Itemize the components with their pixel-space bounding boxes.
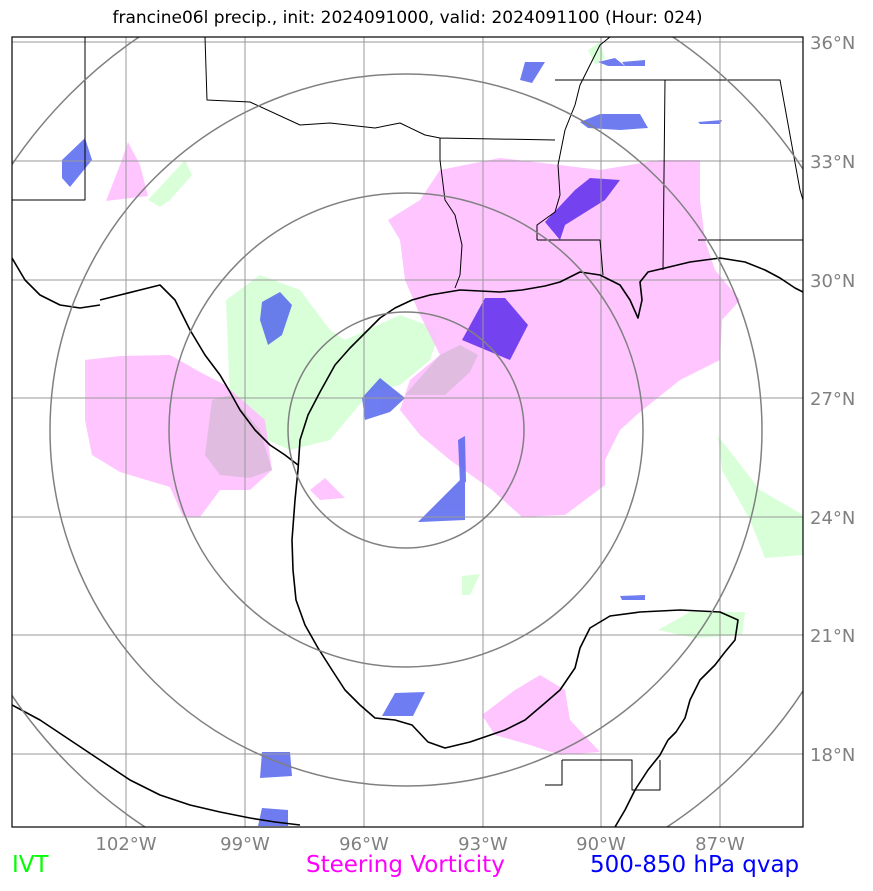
range-ring-3 xyxy=(49,73,763,787)
gridlines xyxy=(12,37,803,827)
legend-ivt: IVT xyxy=(12,852,49,878)
gulf-coast-west xyxy=(291,469,739,749)
longitude-labels: 102°W 99°W 96°W 93°W 90°W 87°W xyxy=(95,834,745,855)
lat-label: 27°N xyxy=(810,389,855,410)
qvap-area-8 xyxy=(258,808,288,826)
legend-qvap: 500-850 hPa qvap xyxy=(590,852,800,878)
state-borders xyxy=(12,37,803,289)
lat-label: 24°N xyxy=(810,508,855,529)
rio-grande xyxy=(99,284,299,466)
vorticity-area-small xyxy=(310,478,345,500)
lon-label: 87°W xyxy=(695,834,745,855)
qvap-area-4 xyxy=(418,475,465,522)
qvap-area-11 xyxy=(598,58,625,66)
overlap-layer xyxy=(205,345,478,478)
qvap-area-13 xyxy=(698,120,722,124)
qvap-strong-area-1 xyxy=(462,298,528,360)
map-frame xyxy=(11,36,804,828)
qvap-area-1 xyxy=(62,138,92,187)
vorticity-layer xyxy=(85,142,740,755)
lat-label: 30°N xyxy=(810,271,855,292)
ivt-area-small xyxy=(462,574,480,595)
qvap-area-3 xyxy=(362,378,405,420)
lat-label: 18°N xyxy=(810,745,855,766)
lat-label: 36°N xyxy=(810,33,855,54)
lon-label: 102°W xyxy=(95,834,156,855)
vorticity-area-south xyxy=(482,675,600,755)
qvap-area-12 xyxy=(622,60,645,66)
qvap-area-6 xyxy=(382,692,425,716)
lat-label: 33°N xyxy=(810,152,855,173)
qvap-area-14 xyxy=(620,595,645,600)
qvap-area-2 xyxy=(260,292,292,345)
map-title: francine06l precip., init: 2024091000, v… xyxy=(112,8,703,28)
central-america-borders xyxy=(545,759,661,791)
coastlines xyxy=(12,37,803,827)
lon-label: 99°W xyxy=(220,834,270,855)
qvap-area-10 xyxy=(580,114,648,130)
overlap-area-west xyxy=(205,395,272,478)
range-ring-2 xyxy=(168,192,644,668)
lon-label: 90°W xyxy=(576,834,626,855)
overlap-area-texas xyxy=(405,345,478,395)
vorticity-area-main xyxy=(388,158,740,517)
gulf-coast-north xyxy=(297,257,803,471)
ivt-area-north xyxy=(148,160,192,207)
legend-steering-vorticity: Steering Vorticity xyxy=(306,852,505,878)
lon-label: 96°W xyxy=(339,834,389,855)
lat-label: 21°N xyxy=(810,626,855,647)
lon-label: 93°W xyxy=(458,834,508,855)
ivt-area-yucatan xyxy=(658,612,745,638)
range-ring-1 xyxy=(287,311,525,549)
pacific-coast xyxy=(12,704,301,826)
qvap-area-9 xyxy=(520,62,545,83)
ivt-area-east xyxy=(718,436,803,558)
vorticity-area-west xyxy=(85,355,272,517)
qvap-area-5 xyxy=(458,436,466,484)
yucatan-east-coast xyxy=(614,739,669,827)
vorticity-area-north xyxy=(106,142,148,201)
latitude-labels: 36°N 33°N 30°N 27°N 24°N 21°N 18°N xyxy=(810,33,855,766)
baja-coast xyxy=(12,257,101,309)
